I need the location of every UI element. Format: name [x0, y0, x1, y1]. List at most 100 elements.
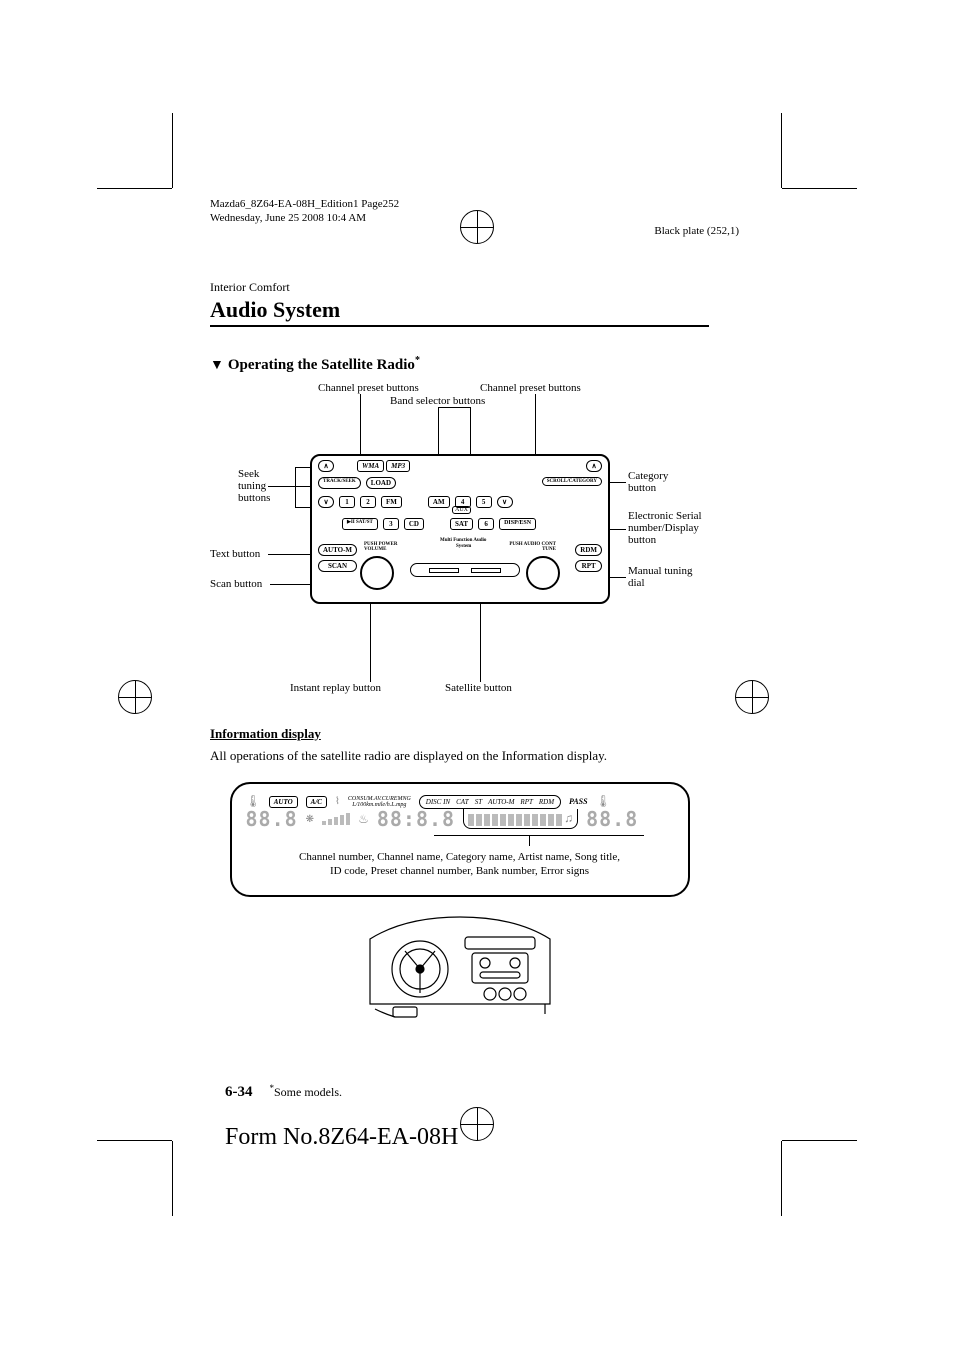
disc-in-indicator: DISC IN — [426, 798, 450, 806]
crop-mark — [172, 113, 173, 188]
crop-mark — [782, 1140, 857, 1141]
airflow-icon: ♨ — [358, 812, 369, 827]
crop-mark — [781, 1141, 782, 1216]
label-satellite-button: Satellite button — [445, 682, 512, 694]
center-label-bot: System — [456, 544, 471, 549]
subsection-heading: ▼ Operating the Satellite Radio* — [210, 355, 709, 374]
label-text-button: Text button — [210, 548, 260, 560]
preset-5: 5 — [476, 496, 492, 508]
seek-up-icon: ∧ — [318, 460, 334, 472]
page-number: 6-34 — [225, 1084, 253, 1100]
leader-line — [529, 836, 530, 846]
scan-radio-button: SCAN — [318, 560, 357, 572]
volume-knob-icon — [360, 556, 394, 590]
preset-1: 1 — [339, 496, 355, 508]
pass-label: PASS — [569, 797, 588, 806]
fm-button: FM — [381, 496, 402, 508]
wma-indicator: WMA — [357, 460, 384, 472]
crop-mark — [781, 113, 782, 188]
preset-6: 6 — [478, 518, 494, 530]
crop-mark — [97, 1140, 172, 1141]
crop-mark — [172, 1141, 173, 1216]
ac-indicator: A/C — [306, 796, 327, 808]
consum-label: CONSUM.AV.CUREMNG — [348, 796, 411, 802]
label-band-selector: Band selector buttons — [390, 395, 485, 407]
info-text: All operations of the satellite radio ar… — [210, 748, 709, 764]
radio-face: ∧ WMA MP3 ∧ TRACK/SEEK LOAD SCROLL/CATEG… — [310, 454, 610, 604]
form-number: Form No.8Z64-EA-08H — [225, 1124, 458, 1151]
label-category: Category button — [628, 470, 668, 494]
label-instant-replay: Instant replay button — [290, 682, 381, 694]
sat-st-button: ▶II SAT/ST — [342, 518, 378, 530]
cat-down-icon: ∨ — [497, 496, 513, 508]
subsection-text: Operating the Satellite Radio — [228, 357, 415, 373]
leader-line — [370, 604, 371, 682]
cd-button: CD — [404, 518, 424, 530]
footnote-text: Some models. — [274, 1085, 342, 1099]
info-display-box: 🌡 AUTO A/C ⌇ CONSUM.AV.CUREMNG L/100km.m… — [230, 782, 690, 897]
cat-indicator: CAT — [456, 798, 469, 806]
am-button: AM — [428, 496, 450, 508]
load-button: LOAD — [366, 477, 396, 489]
footnote-marker: * — [415, 355, 420, 366]
label-manual-tuning: Manual tuning dial — [628, 565, 692, 589]
page-content: Interior Comfort Audio System ▼ Operating… — [210, 280, 709, 1019]
page-footer: 6-34 *Some models. — [225, 1083, 342, 1101]
right-knob-label: PUSH AUDIO CONT TUNE — [509, 542, 556, 552]
music-note-icon: ♫ — [564, 811, 573, 826]
registration-mark-icon — [735, 680, 769, 714]
st-indicator: ST — [475, 798, 482, 806]
doc-timestamp: Wednesday, June 25 2008 10:4 AM — [210, 211, 399, 225]
leader-line — [295, 467, 296, 507]
section-pretitle: Interior Comfort — [210, 280, 709, 295]
display-caption-1: Channel number, Channel name, Category n… — [246, 850, 674, 864]
callout-bracket — [434, 835, 644, 836]
disp-esn-button: DISP/ESN — [499, 518, 536, 530]
radio-diagram: Channel preset buttons Channel preset bu… — [210, 382, 709, 722]
rdm-button: RDM — [575, 544, 602, 556]
cd-slot-icon — [410, 563, 520, 577]
label-esn-display: Electronic Serial number/Display button — [628, 510, 702, 546]
seek-down-icon: ∨ — [318, 496, 334, 508]
preset-2: 2 — [360, 496, 376, 508]
leader-line — [480, 604, 481, 682]
crop-mark — [97, 188, 172, 189]
autom-indicator: AUTO-M — [488, 798, 514, 806]
seg-left-2: 88:8.8 — [377, 807, 455, 831]
doc-id: Mazda6_8Z64-EA-08H_Edition1 Page252 — [210, 197, 399, 211]
rdm-indicator: RDM — [539, 798, 554, 806]
auto-indicator: AUTO — [269, 796, 298, 808]
rpt-indicator: RPT — [520, 798, 532, 806]
black-plate-label: Black plate (252,1) — [654, 225, 739, 237]
sat-button: SAT — [450, 518, 473, 530]
center-label-top: Multi Function Audio — [440, 538, 486, 543]
label-channel-preset-left: Channel preset buttons — [318, 382, 419, 394]
seg-left-1: 88.8 — [246, 807, 298, 831]
label-seek-tuning: Seek tuning buttons — [238, 468, 270, 504]
doc-meta: Mazda6_8Z64-EA-08H_Edition1 Page252 Wedn… — [210, 197, 399, 226]
left-knob-label: PUSH POWER VOLUME — [364, 542, 397, 552]
text-bars-icon — [468, 811, 562, 826]
registration-mark-icon — [460, 1107, 494, 1141]
rpt-button: RPT — [575, 560, 602, 572]
section-title: Audio System — [210, 297, 709, 327]
auto-m-button: AUTO-M — [318, 544, 357, 556]
cat-up-icon: ∧ — [586, 460, 602, 472]
crop-mark — [782, 188, 857, 189]
leader-line — [438, 407, 470, 408]
fan-icon: ❋ — [306, 814, 314, 825]
preset-3: 3 — [383, 518, 399, 530]
dashboard-diagram — [365, 909, 555, 1019]
defrost-icon: ⌇ — [335, 796, 340, 807]
seg-right: 88.8 — [586, 807, 638, 831]
label-channel-preset-right: Channel preset buttons — [480, 382, 581, 394]
track-seek-button: TRACK/SEEK — [318, 477, 361, 489]
fan-bars-icon — [322, 813, 350, 825]
info-heading: Information display — [210, 726, 709, 742]
display-caption-2: ID code, Preset channel number, Bank num… — [246, 864, 674, 878]
scroll-category-button: SCROLL/CATEGORY — [542, 477, 602, 486]
leader-line — [268, 486, 310, 487]
mp3-indicator: MP3 — [386, 460, 410, 472]
tune-knob-icon — [526, 556, 560, 590]
triangle-marker-icon: ▼ — [210, 358, 224, 373]
